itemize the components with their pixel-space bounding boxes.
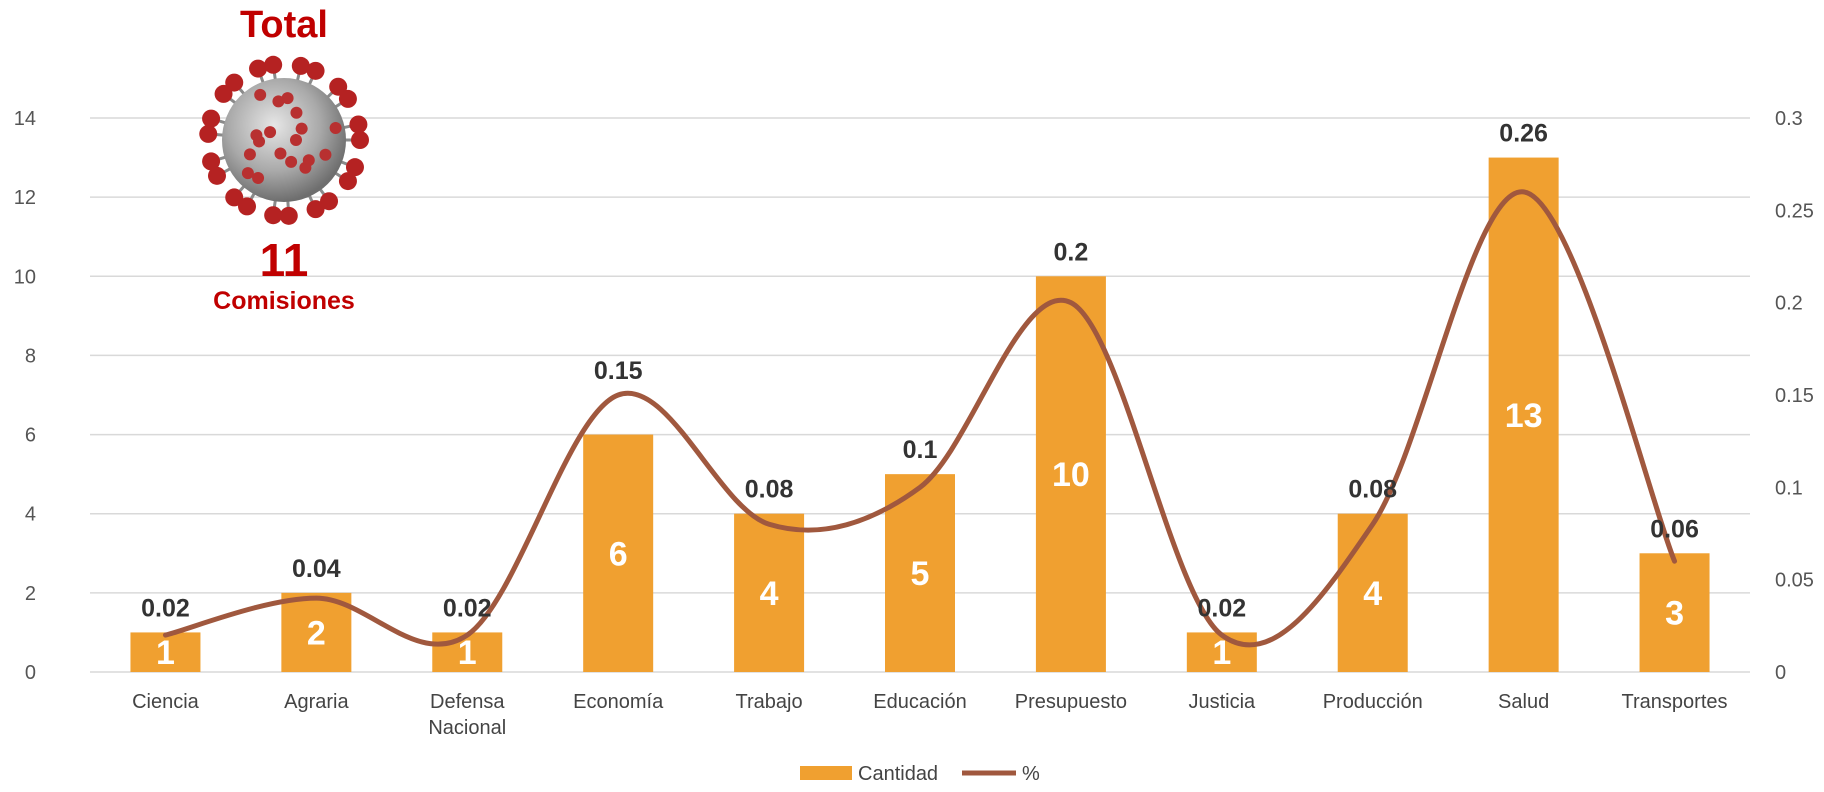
badge-title: Total <box>240 4 328 46</box>
y-tick-label: 12 <box>14 187 36 209</box>
bar <box>130 632 201 672</box>
virus-icon <box>199 55 369 225</box>
badge-subtitle: Comisiones <box>213 287 355 315</box>
percent-value-label: 0.02 <box>141 594 190 622</box>
y2-tick-label: 0.3 <box>1775 108 1803 130</box>
x-tick-label: Presupuesto <box>1015 691 1127 713</box>
x-tick-label: Economía <box>573 691 664 713</box>
bar-value-label: 1 <box>156 634 175 672</box>
y-tick-label: 4 <box>25 504 36 526</box>
y2-tick-label: 0.2 <box>1775 293 1803 315</box>
y-tick-label: 10 <box>14 266 36 288</box>
x-axis: Ciencia Agraria Defensa Nacional Economía Tra… <box>132 691 1727 739</box>
bar-value-label: 4 <box>760 575 779 613</box>
x-tick-label: Producción <box>1323 691 1423 713</box>
percent-value-label: 0.1 <box>903 436 938 464</box>
y2-tick-label: 0.1 <box>1775 477 1803 499</box>
y2-tick-label: 0.15 <box>1775 385 1814 407</box>
y-tick-label: 8 <box>25 345 36 367</box>
x-tick-label: Justicia <box>1188 691 1256 713</box>
bar-value-label: 1 <box>1212 634 1231 672</box>
bar <box>1488 157 1559 673</box>
percent-value-label: 0.02 <box>443 594 492 622</box>
badge-count: 11 <box>259 234 309 286</box>
bar <box>734 513 805 672</box>
bar-value-label: 4 <box>1363 575 1382 613</box>
bar <box>1035 276 1106 672</box>
y-tick-label: 6 <box>25 425 36 447</box>
bar <box>281 592 352 672</box>
percent-value-label: 0.04 <box>292 555 341 583</box>
legend-label-percent: % <box>1022 763 1040 785</box>
bar-value-label: 6 <box>609 535 628 573</box>
y-axis-right: 0 0.05 0.1 0.15 0.2 0.25 0.3 <box>1775 108 1814 684</box>
legend-label-cantidad: Cantidad <box>858 763 938 785</box>
x-tick-label: Defensa Nacional <box>428 691 506 739</box>
bar-value-label: 1 <box>458 634 477 672</box>
percent-line <box>162 189 1678 648</box>
y2-tick-label: 0.05 <box>1775 570 1814 592</box>
x-tick-label: Educación <box>873 691 966 713</box>
x-tick-label: Salud <box>1498 691 1549 713</box>
bar <box>432 632 503 672</box>
bar <box>885 474 955 672</box>
x-tick-label: Trabajo <box>736 691 803 713</box>
x-tick-label: Ciencia <box>132 691 200 713</box>
legend: Cantidad% <box>800 763 1040 785</box>
percent-value-label: 0.26 <box>1499 120 1548 148</box>
bar <box>1337 513 1408 672</box>
percent-value-label: 0.02 <box>1197 594 1246 622</box>
x-tick-label: Transportes <box>1622 691 1728 713</box>
percent-value-label: 0.15 <box>594 357 643 385</box>
line-series: 0.02 0.04 0.02 0.15 0.08 0.1 0.2 0.02 0.08 0.26 0.… <box>141 120 1699 648</box>
bar <box>1639 553 1710 672</box>
bar <box>1186 632 1257 672</box>
y-axis-left: 0 2 4 6 8 10 12 14 <box>14 108 36 684</box>
y-tick-label: 0 <box>25 662 36 684</box>
y2-tick-label: 0.25 <box>1775 200 1814 222</box>
y-tick-label: 14 <box>14 108 36 130</box>
bar-series: 1 2 1 6 4 5 10 1 4 13 3 <box>130 157 1710 673</box>
bar <box>583 434 654 672</box>
percent-value-label: 0.08 <box>745 476 794 504</box>
percent-value-label: 0.08 <box>1348 476 1397 504</box>
x-tick-label: Agraria <box>284 691 349 713</box>
y-tick-label: 2 <box>25 583 36 605</box>
legend-swatch-bar <box>800 766 852 780</box>
bar-value-label: 10 <box>1052 456 1090 494</box>
total-badge: Total 11 Comisiones <box>196 2 372 332</box>
bar-value-label: 5 <box>911 555 930 593</box>
y2-tick-label: 0 <box>1775 662 1786 684</box>
bar-value-label: 3 <box>1665 595 1684 633</box>
percent-value-label: 0.06 <box>1650 515 1699 543</box>
percent-value-label: 0.2 <box>1054 238 1089 266</box>
bar-value-label: 13 <box>1505 397 1543 435</box>
bar-value-label: 2 <box>307 614 326 652</box>
